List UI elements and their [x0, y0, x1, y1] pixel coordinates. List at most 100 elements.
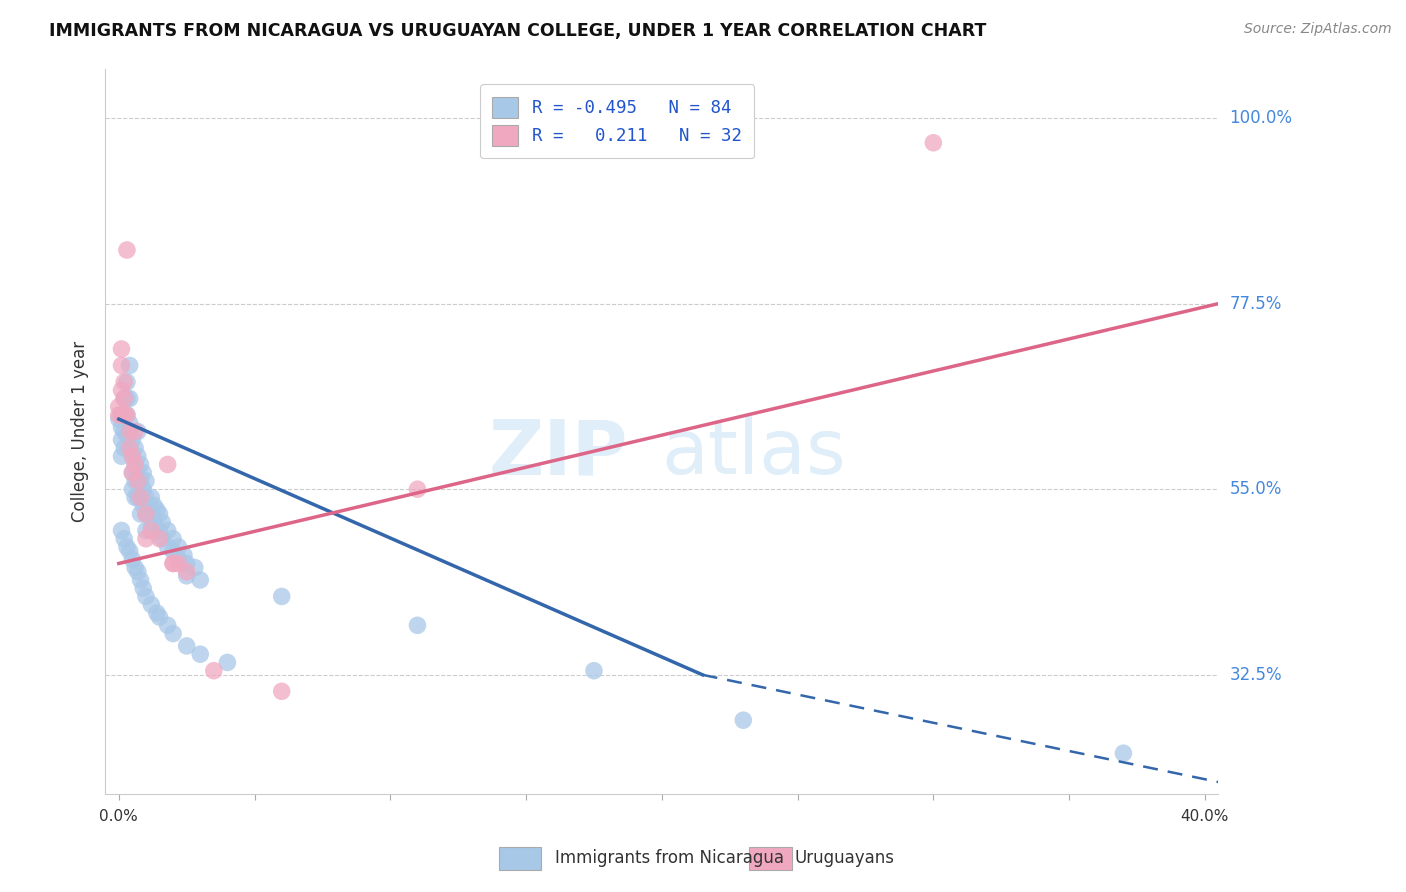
Point — [112, 408, 135, 422]
Point — [184, 560, 207, 574]
Point — [118, 416, 141, 430]
Point — [132, 482, 155, 496]
Text: Source: ZipAtlas.com: Source: ZipAtlas.com — [1244, 22, 1392, 37]
Point — [167, 557, 190, 571]
Point — [1112, 746, 1135, 760]
Point — [129, 491, 152, 505]
Point — [176, 557, 198, 571]
Point — [124, 560, 146, 574]
Point — [112, 441, 135, 455]
Point — [173, 548, 195, 562]
Point — [129, 491, 152, 505]
Bar — [499, 847, 541, 870]
Point — [135, 491, 157, 505]
Point — [135, 532, 157, 546]
Point — [115, 243, 138, 257]
Point — [176, 565, 198, 579]
Point — [121, 449, 143, 463]
Point — [141, 524, 163, 538]
Point — [118, 392, 141, 406]
Point — [121, 482, 143, 496]
Point — [110, 420, 132, 434]
Point — [162, 557, 184, 571]
Text: 32.5%: 32.5% — [1230, 665, 1282, 684]
Point — [110, 433, 132, 447]
Point — [118, 441, 141, 455]
Point — [127, 565, 149, 579]
Point — [217, 656, 239, 670]
Point — [118, 359, 141, 373]
Point — [124, 491, 146, 505]
Point — [202, 664, 225, 678]
Point — [127, 425, 149, 439]
Point — [118, 441, 141, 455]
Point — [270, 590, 292, 604]
Point — [143, 515, 166, 529]
Point — [188, 647, 211, 661]
Point — [129, 474, 152, 488]
Point — [176, 639, 198, 653]
Point — [406, 618, 429, 632]
Point — [141, 598, 163, 612]
Point — [132, 466, 155, 480]
Point — [135, 590, 157, 604]
Point — [135, 524, 157, 538]
Point — [129, 573, 152, 587]
Point — [141, 507, 163, 521]
Point — [162, 626, 184, 640]
Y-axis label: College, Under 1 year: College, Under 1 year — [72, 341, 89, 522]
Point — [143, 499, 166, 513]
Point — [110, 408, 132, 422]
Point — [162, 532, 184, 546]
Point — [115, 408, 138, 422]
Text: Uruguayans: Uruguayans — [794, 849, 894, 867]
Point — [148, 610, 170, 624]
Point — [141, 491, 163, 505]
Point — [112, 532, 135, 546]
Point — [146, 606, 169, 620]
Point — [112, 408, 135, 422]
Text: 40.0%: 40.0% — [1181, 809, 1229, 824]
Point — [112, 392, 135, 406]
Point — [148, 507, 170, 521]
Point — [115, 428, 138, 442]
Point — [148, 532, 170, 546]
Point — [115, 540, 138, 554]
Point — [112, 392, 135, 406]
Text: Immigrants from Nicaragua: Immigrants from Nicaragua — [555, 849, 785, 867]
Point — [132, 581, 155, 595]
Bar — [749, 847, 792, 870]
Point — [121, 552, 143, 566]
Point — [124, 425, 146, 439]
Text: 0.0%: 0.0% — [100, 809, 138, 824]
Point — [135, 507, 157, 521]
Point — [115, 375, 138, 389]
Text: ZIP: ZIP — [489, 417, 628, 491]
Point — [118, 544, 141, 558]
Point — [922, 136, 945, 150]
Point — [270, 684, 292, 698]
Text: 77.5%: 77.5% — [1230, 294, 1282, 312]
Point — [167, 540, 190, 554]
Point — [121, 433, 143, 447]
Point — [110, 383, 132, 397]
Point — [141, 519, 163, 533]
Point — [156, 540, 179, 554]
Point — [124, 458, 146, 472]
Point — [162, 557, 184, 571]
Point — [124, 458, 146, 472]
Point — [148, 524, 170, 538]
Point — [107, 412, 129, 426]
Point — [146, 503, 169, 517]
Point — [188, 573, 211, 587]
Point — [118, 425, 141, 439]
Text: 100.0%: 100.0% — [1230, 109, 1292, 127]
Point — [110, 449, 132, 463]
Point — [110, 524, 132, 538]
Point — [406, 482, 429, 496]
Legend: R = -0.495   N = 84, R =   0.211   N = 32: R = -0.495 N = 84, R = 0.211 N = 32 — [481, 85, 755, 158]
Point — [129, 507, 152, 521]
Text: atlas: atlas — [662, 417, 846, 491]
Point — [124, 474, 146, 488]
Text: 55.0%: 55.0% — [1230, 480, 1282, 499]
